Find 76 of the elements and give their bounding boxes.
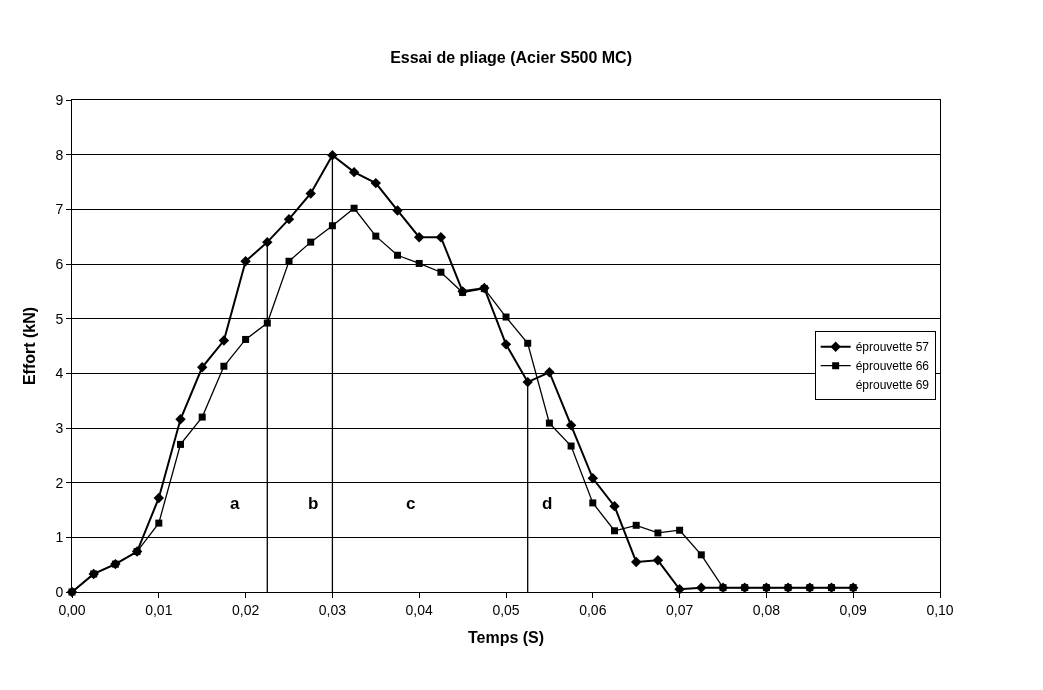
point — [544, 367, 555, 378]
point — [155, 519, 163, 527]
y-tick-label: 6 — [55, 255, 64, 272]
y-tick-label: 3 — [55, 419, 64, 436]
x-tick-label: 0,04 — [405, 601, 434, 618]
x-axis-title: Temps (S) — [467, 629, 545, 647]
point — [197, 362, 208, 373]
x-tick-label: 0,05 — [492, 601, 520, 618]
point — [262, 236, 273, 248]
point — [609, 500, 620, 512]
point — [327, 150, 338, 161]
point — [394, 251, 401, 259]
point — [545, 419, 553, 427]
point — [567, 442, 575, 450]
point — [392, 205, 403, 216]
point — [350, 204, 358, 212]
point — [283, 213, 295, 225]
y-tick-label: 2 — [55, 474, 64, 491]
point — [435, 232, 447, 243]
x-tick-label: 0,07 — [665, 601, 694, 618]
legend-label: éprouvette 66 — [855, 359, 930, 374]
y-tick-label: 1 — [55, 529, 64, 546]
point — [415, 259, 423, 267]
point — [372, 232, 380, 240]
point — [524, 339, 532, 347]
point — [676, 526, 684, 534]
point — [654, 529, 662, 537]
point — [565, 420, 577, 431]
chart-title: Essai de pliage (Acier S500 MC) — [390, 48, 633, 66]
y-tick-label: 8 — [55, 146, 64, 163]
y-tick-label: 0 — [55, 583, 64, 600]
point — [348, 166, 360, 178]
point — [198, 413, 206, 421]
point — [175, 414, 186, 425]
text: éprouvette 69 — [855, 378, 930, 393]
y-tick-label: 5 — [55, 310, 64, 327]
annotation: c — [406, 494, 416, 513]
point — [177, 440, 184, 448]
point — [437, 268, 445, 276]
point — [652, 555, 664, 566]
point — [631, 556, 642, 568]
annotation: d — [542, 494, 553, 513]
point — [611, 527, 618, 535]
annotation: b — [308, 494, 319, 513]
legend-label: éprouvette 57 — [855, 340, 930, 355]
point — [307, 238, 315, 246]
point — [414, 232, 425, 243]
y-tick-label: 7 — [55, 201, 64, 218]
y-tick-label: 9 — [55, 91, 64, 108]
point — [218, 335, 230, 346]
y-axis-title: Effort (kN) — [21, 306, 39, 386]
point — [220, 362, 228, 370]
point — [674, 584, 685, 595]
x-tick-label: 0,10 — [926, 601, 954, 618]
point — [696, 582, 707, 593]
point — [285, 257, 293, 265]
point — [697, 551, 705, 559]
point — [370, 177, 381, 189]
x-tick-label: 0,08 — [752, 601, 781, 618]
point — [589, 499, 597, 507]
point — [305, 188, 316, 199]
annotation: a — [230, 494, 240, 513]
y-tick-label: 4 — [55, 365, 64, 382]
point — [153, 492, 164, 504]
point — [240, 256, 251, 267]
x-tick-label: 0,01 — [145, 601, 173, 618]
point — [632, 521, 640, 529]
x-tick-label: 0,03 — [318, 601, 347, 618]
x-tick-label: 0,06 — [579, 601, 607, 618]
point — [587, 473, 598, 484]
x-tick-label: 0,02 — [231, 601, 260, 618]
point — [242, 335, 250, 343]
x-tick-label: 0,00 — [58, 601, 86, 618]
point — [502, 313, 510, 321]
point — [500, 339, 512, 350]
x-tick-label: 0,09 — [839, 601, 868, 618]
